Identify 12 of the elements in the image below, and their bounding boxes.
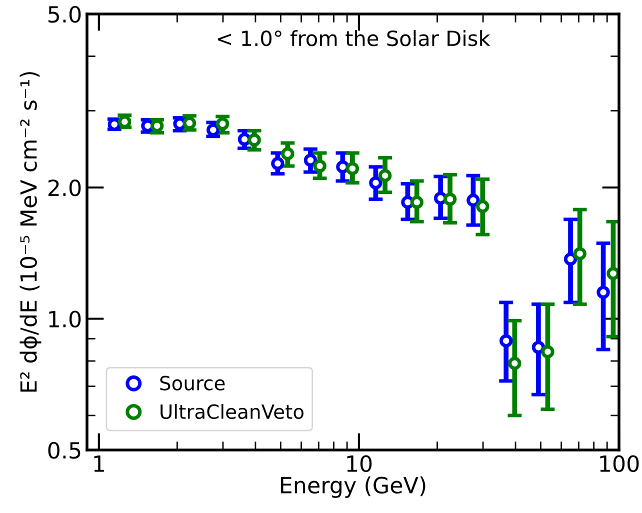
x-axis-title: Energy (GeV): [281, 476, 426, 498]
y-tick-label: 0.5: [48, 442, 80, 459]
y-tick-label: 2.0: [48, 179, 81, 196]
y-tick-label: 1.0: [49, 310, 81, 328]
x-tick-label: 10: [347, 455, 372, 472]
legend-label: Source: [160, 376, 225, 390]
legend-label: UltraCleanVeto: [160, 404, 304, 420]
x-tick-label: 100: [600, 455, 639, 472]
y-tick-label: 5.0: [48, 6, 81, 23]
x-tick-label: 1: [94, 456, 104, 472]
annotation: < 1.0° from the Solar Disk: [218, 30, 490, 46]
y-axis-title: E² dϕ/dE (10⁻⁵ MeV cm⁻² s⁻¹): [20, 72, 42, 392]
